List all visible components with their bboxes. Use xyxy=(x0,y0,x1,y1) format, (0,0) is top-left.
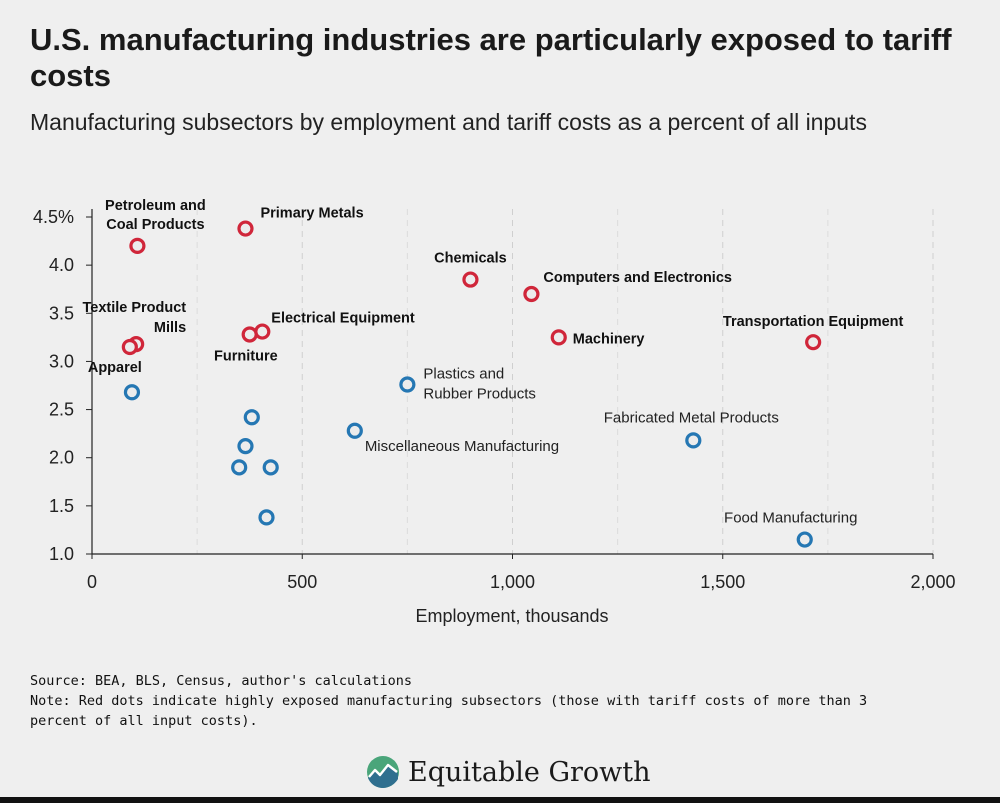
data-point-low xyxy=(796,531,813,548)
data-point-low xyxy=(346,422,363,439)
y-tick-label: 2.5 xyxy=(49,400,74,420)
data-point-low xyxy=(231,459,248,476)
brand-name: Equitable Growth xyxy=(408,756,651,788)
data-points xyxy=(121,220,822,548)
source-note: Source: BEA, BLS, Census, author's calcu… xyxy=(30,673,413,689)
data-label: Fabricated Metal Products xyxy=(604,409,779,426)
data-label: Food Manufacturing xyxy=(724,510,857,527)
data-point-low xyxy=(258,509,275,526)
point-labels: Petroleum and Coal Products Primary Metals… xyxy=(82,198,903,527)
data-label: Plastics and Rubber Products xyxy=(423,366,536,403)
data-label: Primary Metals xyxy=(260,206,363,222)
data-label: Machinery xyxy=(573,331,645,347)
data-label: Apparel xyxy=(88,360,142,376)
y-tick-label: 1.5 xyxy=(49,496,74,516)
data-label: Miscellaneous Manufacturing xyxy=(365,438,559,455)
brand-logo: Equitable Growth xyxy=(366,752,651,792)
x-tick-label: 500 xyxy=(287,572,317,592)
y-tick-label: 3.5 xyxy=(49,303,74,323)
explanatory-note: Note: Red dots indicate highly exposed m… xyxy=(30,693,868,729)
scatter-chart: 1.0 1.5 2.0 2.5 3.0 3.5 4.0 4.5% 0 500 1,000 1,500 2… xyxy=(33,198,956,626)
x-tick-label: 1,500 xyxy=(700,572,745,592)
equitable-growth-logo-icon xyxy=(367,756,399,788)
y-tick-label: 3.0 xyxy=(49,351,74,371)
data-label: Petroleum and Coal Products xyxy=(105,198,206,233)
chart-title: U.S. manufacturing industries are partic… xyxy=(30,22,952,93)
y-tick-label: 1.0 xyxy=(49,544,74,564)
y-tick-label: 2.0 xyxy=(49,448,74,468)
data-label: Electrical Equipment xyxy=(271,311,415,327)
data-point-high xyxy=(254,323,271,340)
data-label: Furniture xyxy=(214,348,278,364)
data-point-high xyxy=(129,237,146,254)
chart-subtitle: Manufacturing subsectors by employment a… xyxy=(30,109,867,135)
grid-lines xyxy=(196,209,934,554)
data-point-high xyxy=(462,271,479,288)
x-tick-label: 1,000 xyxy=(490,572,535,592)
y-tick-label: 4.5% xyxy=(33,207,74,227)
y-tick-label: 4.0 xyxy=(49,255,74,275)
data-point-low xyxy=(243,409,260,426)
data-point-low xyxy=(237,438,254,455)
chart-notes: Source: BEA, BLS, Census, author's calcu… xyxy=(30,671,930,731)
data-point-high xyxy=(121,338,138,356)
data-point-high xyxy=(550,329,567,346)
data-label: Chemicals xyxy=(434,251,507,267)
data-point-high xyxy=(523,285,540,303)
x-tick-label: 2,000 xyxy=(910,572,955,592)
x-axis-title: Employment, thousands xyxy=(415,606,608,626)
data-point-high xyxy=(241,326,258,343)
data-point-low xyxy=(685,432,702,449)
data-point-high xyxy=(237,220,254,237)
data-label: Computers and Electronics xyxy=(543,270,732,286)
data-point-low xyxy=(262,459,279,476)
x-tick-label: 0 xyxy=(87,572,97,592)
data-label: Textile Product Mills xyxy=(82,300,186,336)
data-point-high xyxy=(805,334,822,351)
data-point-low xyxy=(399,376,416,393)
data-label: Transportation Equipment xyxy=(723,314,904,330)
axes: 1.0 1.5 2.0 2.5 3.0 3.5 4.0 4.5% 0 500 1,000 1,500 2… xyxy=(33,207,956,626)
data-point-low xyxy=(123,384,141,401)
